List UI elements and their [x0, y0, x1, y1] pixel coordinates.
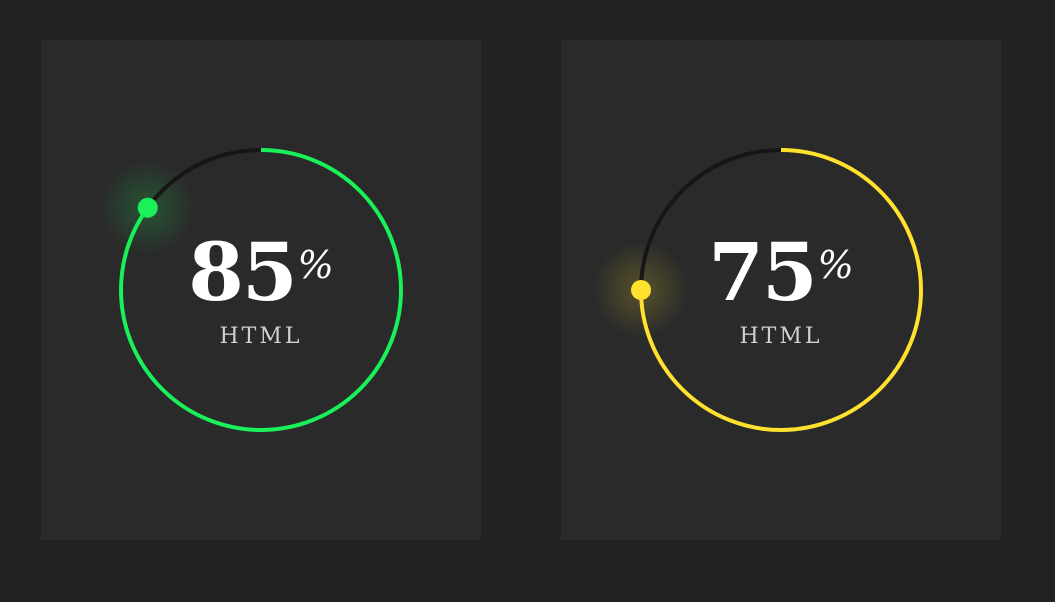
- skill-label: HTML: [739, 324, 823, 349]
- percent-sign: %: [297, 243, 334, 287]
- percent-sign: %: [817, 243, 854, 287]
- percent-number: 85: [188, 225, 297, 319]
- progress-ring: [593, 148, 923, 432]
- progress-knob: [137, 197, 158, 218]
- progress-ring: [99, 148, 403, 432]
- skill-card: 75% HTML: [561, 40, 1001, 540]
- skill-card: 85% HTML: [41, 40, 481, 540]
- percent-value: 75%: [561, 232, 1001, 312]
- skill-label: HTML: [219, 324, 303, 349]
- progress-knob: [631, 280, 651, 300]
- percent-number: 75: [708, 225, 817, 319]
- percent-value: 85%: [41, 232, 481, 312]
- progress-arc: [119, 148, 403, 432]
